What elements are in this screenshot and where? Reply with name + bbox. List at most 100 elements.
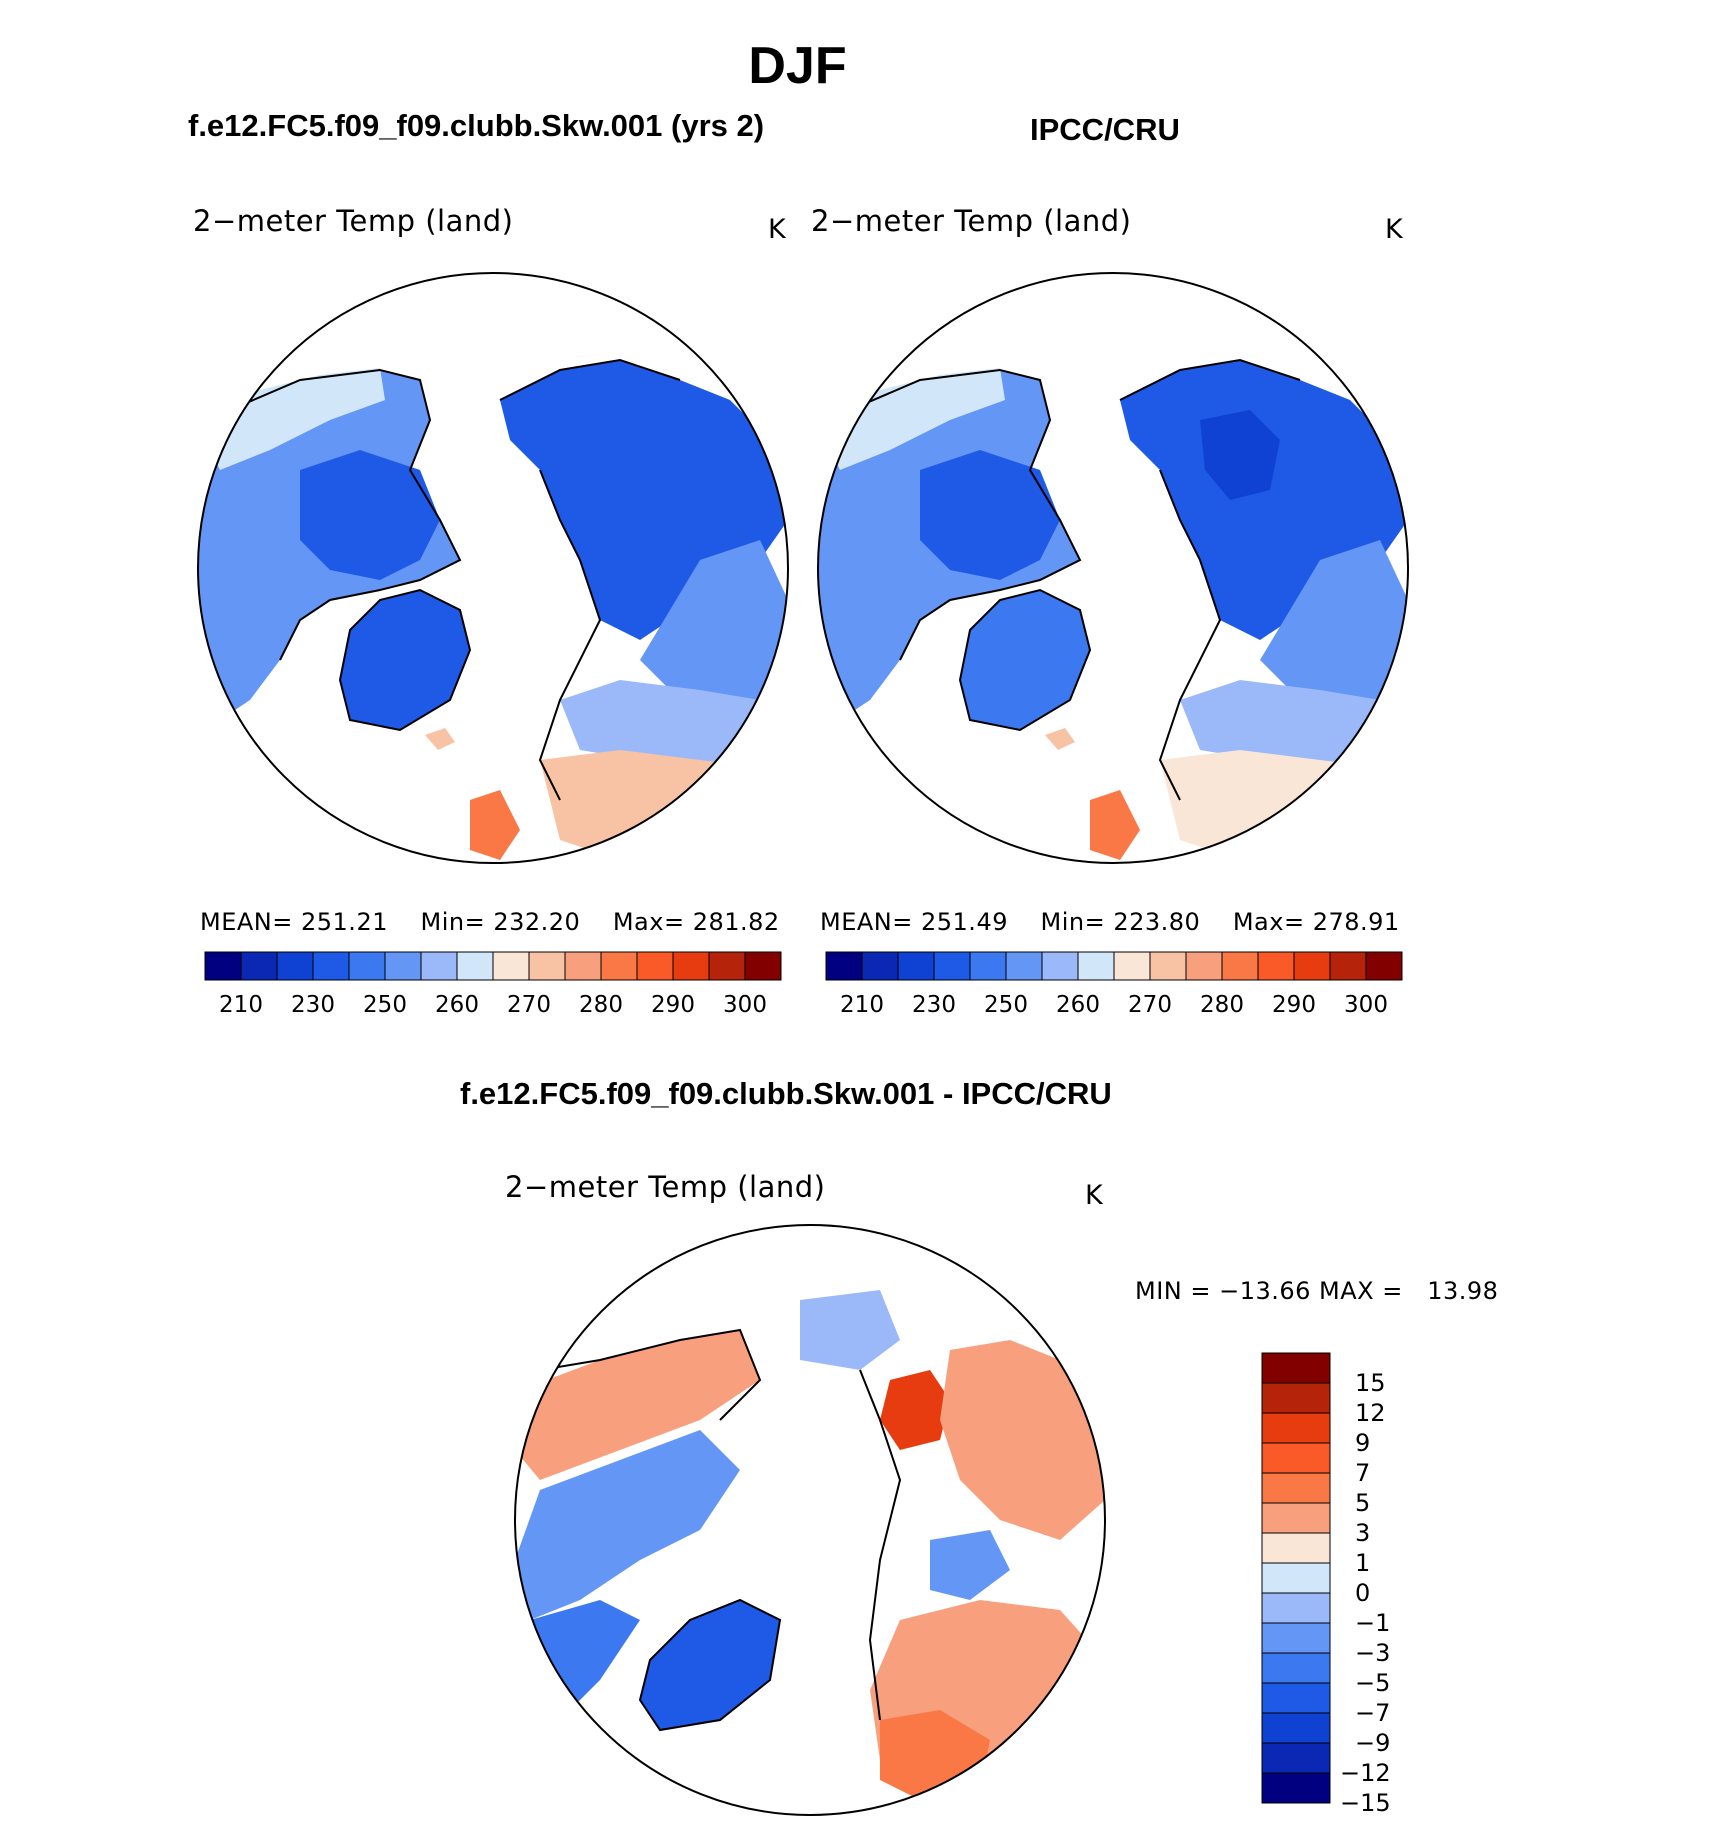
model-colorbar-swatch	[276, 951, 314, 981]
obs-colorbar-swatch	[897, 951, 935, 981]
diff-coastline	[539, 1328, 902, 1732]
obs-colorbar-tick: 250	[984, 992, 1028, 1018]
obs-max-value: 278.91	[1312, 908, 1400, 936]
diff-units-label: K	[1085, 1180, 1103, 1211]
model-colorbar-tick: 230	[291, 992, 335, 1018]
model-colorbar-swatch	[528, 951, 566, 981]
diff-region-alaska-warm	[515, 1330, 760, 1480]
diff-colorbar-swatch	[1261, 1412, 1331, 1444]
diff-colorbar-swatch	[1261, 1742, 1331, 1774]
obs-colorbar-swatch	[1113, 951, 1151, 981]
obs-max-label: Max=	[1232, 908, 1305, 936]
model-colorbar-tick: 300	[723, 992, 767, 1018]
model-mean-value: 251.21	[301, 908, 388, 936]
diff-colorbar-swatch	[1261, 1622, 1331, 1654]
diff-colorbar-swatch	[1261, 1382, 1331, 1414]
figure-title: DJF	[748, 37, 847, 95]
model-units-label: K	[768, 214, 786, 245]
diff-colorbar-tick: −12	[1340, 1759, 1391, 1787]
diff-case-title: f.e12.FC5.f09_f09.clubb.Skw.001 - IPCC/C…	[460, 1076, 1112, 1111]
diff-colorbar-tick: −15	[1340, 1789, 1391, 1817]
model-colorbar-swatch	[348, 951, 386, 981]
obs-map	[818, 273, 1408, 863]
model-colorbar-swatch	[312, 951, 350, 981]
model-colorbar-tick: 270	[507, 992, 551, 1018]
obs-colorbar-swatch	[969, 951, 1007, 981]
diff-region-canada-cool	[515, 1430, 740, 1620]
obs-min-label: Min=	[1040, 908, 1106, 936]
model-case-title: f.e12.FC5.f09_f09.clubb.Skw.001 (yrs 2)	[188, 108, 765, 143]
model-coastline	[229, 358, 681, 801]
obs-region-greenland	[960, 590, 1090, 730]
model-map-border	[197, 272, 789, 864]
diff-colorbar-tick: 7	[1355, 1459, 1371, 1487]
model-colorbar-swatch	[636, 951, 674, 981]
obs-region-europe-mild	[1160, 750, 1400, 860]
diff-colorbar-swatch	[1261, 1712, 1331, 1744]
diff-colorbar-swatch	[1261, 1502, 1331, 1534]
diff-field-label: 2−meter Temp (land)	[505, 1170, 826, 1204]
obs-min-value: 223.80	[1113, 908, 1201, 936]
diff-colorbar-swatch	[1261, 1472, 1331, 1504]
diff-colorbar-swatch	[1261, 1682, 1331, 1714]
obs-field-label: 2−meter Temp (land)	[811, 204, 1132, 238]
model-colorbar-tick: 280	[579, 992, 623, 1018]
diff-colorbar-tick: 1	[1355, 1549, 1371, 1577]
obs-colorbar-swatch	[1257, 951, 1295, 981]
model-colorbar-swatch	[456, 951, 494, 981]
obs-map-border	[817, 272, 1409, 864]
diff-map	[515, 1225, 1105, 1815]
obs-mean-label: MEAN=	[820, 908, 913, 936]
diff-colorbar-tick: 5	[1355, 1489, 1371, 1517]
obs-colorbar-swatch	[1041, 951, 1079, 981]
obs-colorbar-tick: 270	[1128, 992, 1172, 1018]
obs-colorbar-swatch	[1149, 951, 1187, 981]
obs-colorbar-tick: 260	[1056, 992, 1100, 1018]
diff-colorbar-tick: 15	[1355, 1369, 1386, 1397]
obs-colorbar-swatch	[933, 951, 971, 981]
obs-colorbar-swatch	[1077, 951, 1115, 981]
model-colorbar-swatch	[744, 951, 782, 981]
model-map	[198, 273, 788, 863]
diff-colorbar-tick: −1	[1355, 1609, 1391, 1637]
model-colorbar-swatch	[708, 951, 746, 981]
obs-colorbar-tick: 280	[1200, 992, 1244, 1018]
diff-map-border	[514, 1224, 1106, 1816]
obs-colorbar-swatch	[1005, 951, 1043, 981]
obs-colorbar-swatch	[1185, 951, 1223, 981]
diff-range-text: MIN = −13.66 MAX = 13.98	[1135, 1277, 1499, 1305]
diff-colorbar-tick: 0	[1355, 1579, 1371, 1607]
obs-mean-value: 251.49	[921, 908, 1008, 936]
model-region-canada-arctic	[300, 450, 440, 580]
diff-colorbar-tick: −3	[1355, 1639, 1391, 1667]
model-region-central-asia	[640, 540, 788, 720]
model-colorbar-swatch	[600, 951, 638, 981]
model-region-greenland	[340, 590, 470, 730]
diff-region-asia-cool	[930, 1530, 1010, 1600]
obs-colorbar-tick: 210	[840, 992, 884, 1018]
diff-colorbar-swatch	[1261, 1652, 1331, 1684]
diff-colorbar-swatch	[1261, 1532, 1331, 1564]
obs-region-iceland	[1045, 728, 1075, 750]
model-region-iceland	[425, 728, 455, 750]
model-min-label: Min=	[420, 908, 486, 936]
diff-region-siberia-warm	[940, 1340, 1105, 1540]
diff-region-siberia-warm-core	[880, 1370, 950, 1450]
obs-region-central-asia	[1260, 540, 1408, 720]
model-region-europe-mild	[540, 750, 780, 860]
diff-colorbar-tick: 12	[1355, 1399, 1386, 1427]
obs-region-canada-arctic	[920, 450, 1060, 580]
diff-region-greenland-cold	[640, 1600, 780, 1730]
diff-colorbar	[1261, 1352, 1331, 1804]
model-stats: MEAN= 251.21 Min= 232.20 Max= 281.82	[200, 908, 780, 936]
obs-region-siberia-core	[1200, 410, 1280, 500]
diff-colorbar-swatch	[1261, 1772, 1331, 1804]
obs-colorbar-swatch	[1329, 951, 1367, 981]
model-colorbar-tick: 210	[219, 992, 263, 1018]
model-colorbar-tick: 260	[435, 992, 479, 1018]
obs-units-label: K	[1385, 214, 1403, 245]
obs-colorbar-swatch	[1293, 951, 1331, 981]
obs-coastline	[849, 358, 1301, 801]
model-colorbar-swatch	[240, 951, 278, 981]
